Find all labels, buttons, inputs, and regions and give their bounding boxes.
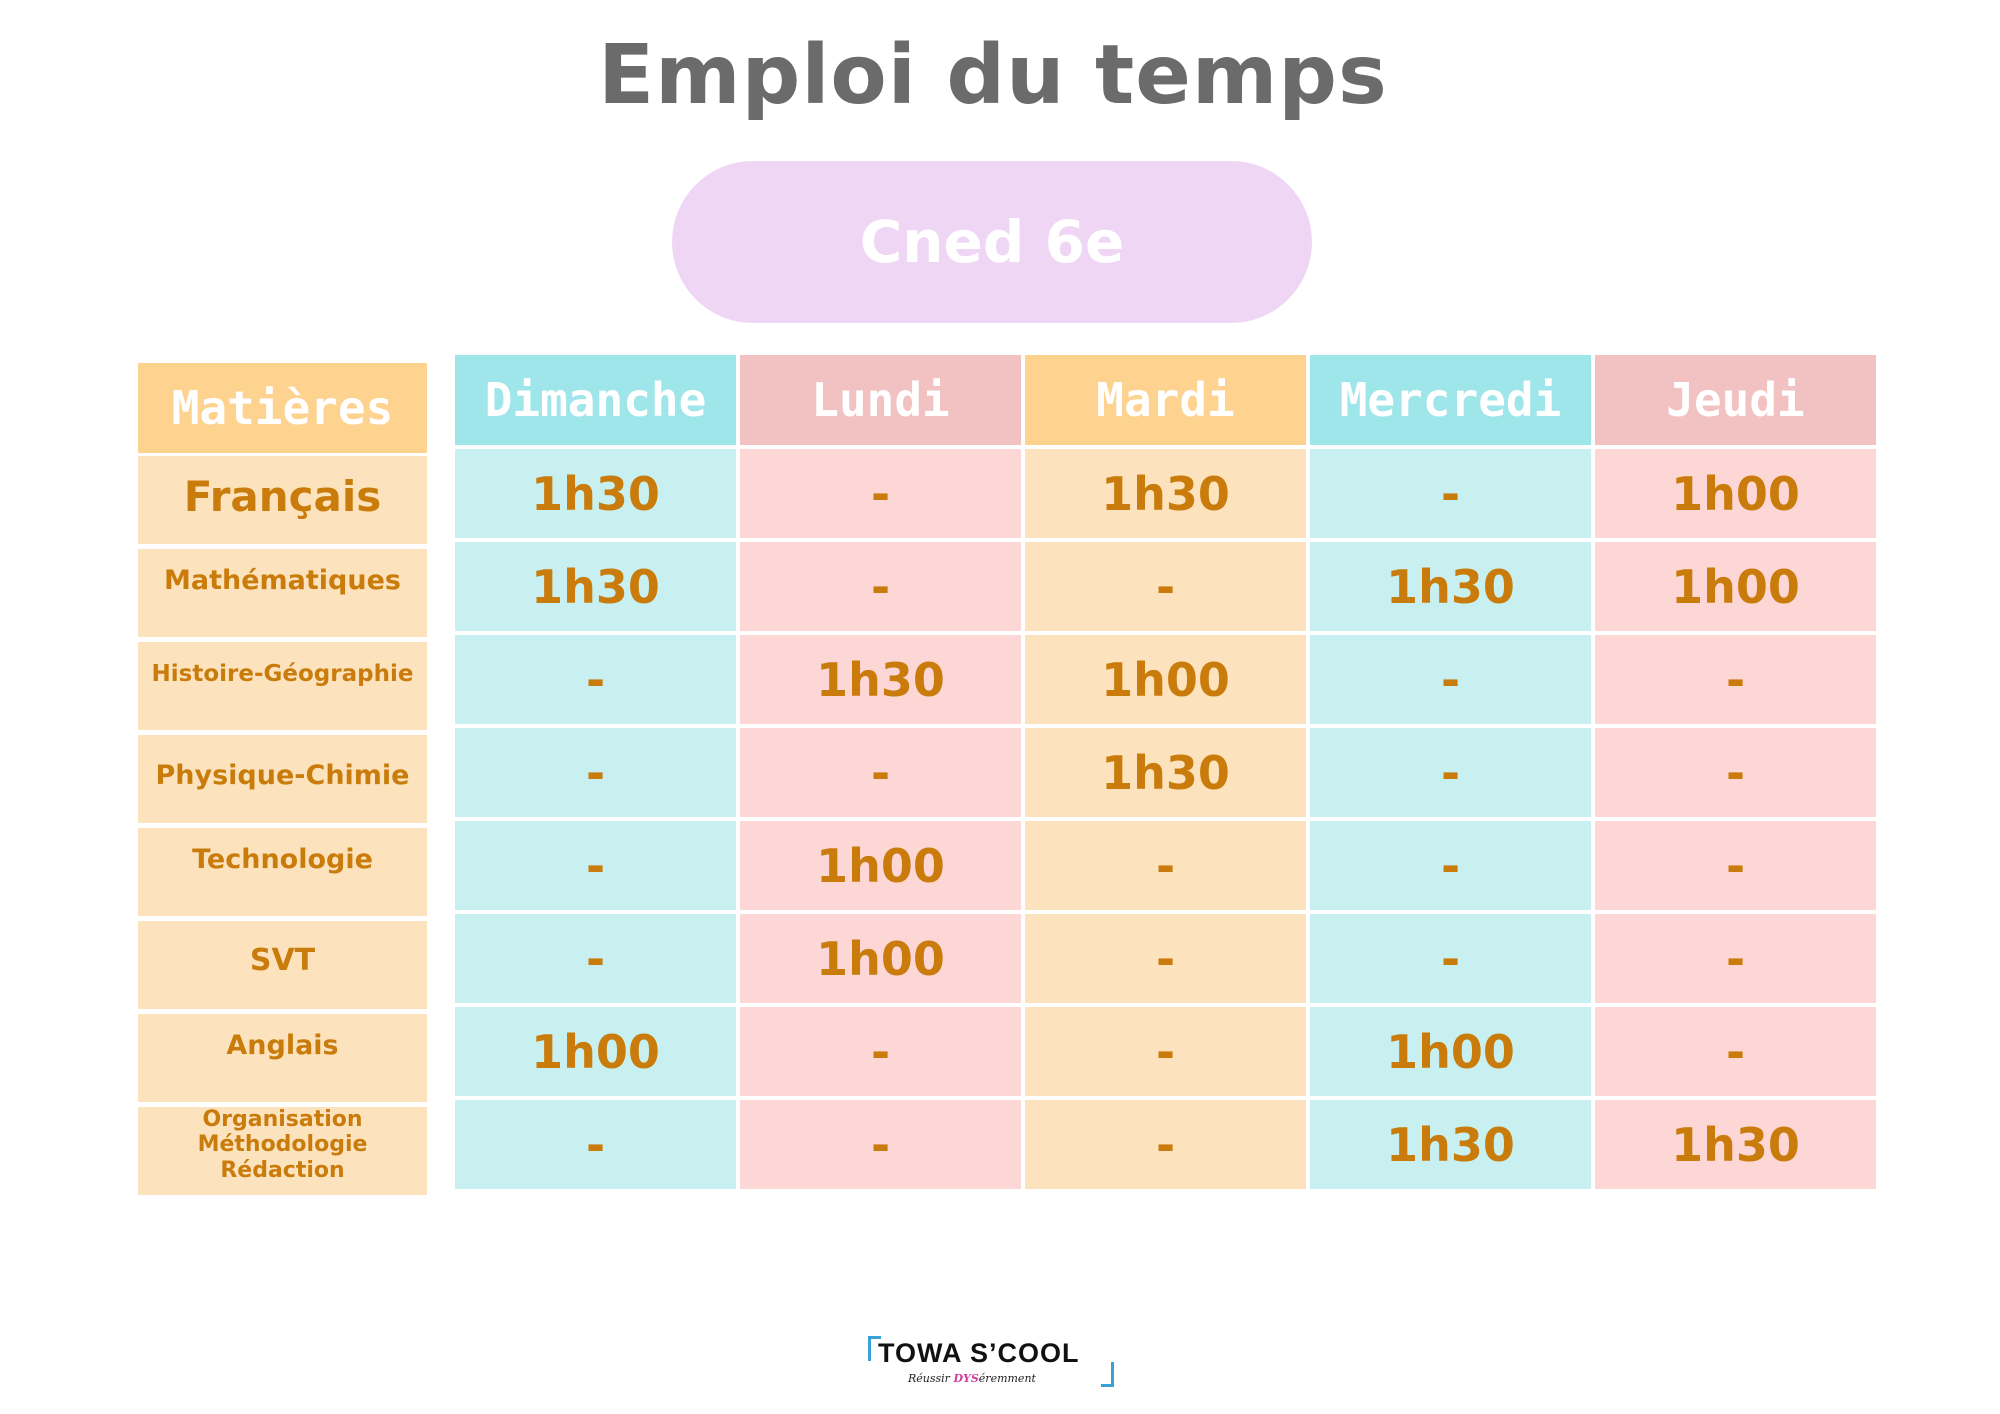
subjects-header: Matières [138, 363, 427, 453]
schedule-cell: 1h30 [1025, 449, 1306, 538]
schedule-cell: 1h30 [1025, 728, 1306, 817]
schedule-cell: - [1595, 635, 1876, 724]
schedule-cell: - [740, 542, 1021, 631]
schedule-cell: 1h30 [1310, 542, 1591, 631]
schedule-cell: 1h00 [1310, 1007, 1591, 1096]
subject-cell: Anglais [138, 1014, 427, 1102]
page-title: Emploi du temps [598, 28, 1388, 123]
subject-cell: Technologie [138, 828, 427, 916]
schedule-cell: - [740, 449, 1021, 538]
schedule-cell: - [1025, 914, 1306, 1003]
schedule-grid: Dimanche Lundi Mardi Mercredi Jeudi 1h30-1h30… [455, 355, 1876, 1189]
schedule-cell: - [455, 635, 736, 724]
schedule-cell: - [1310, 728, 1591, 817]
day-header-mardi: Mardi [1025, 355, 1306, 445]
day-header-mercredi: Mercredi [1310, 355, 1591, 445]
logo-name: TOWA S’COOL [878, 1338, 1080, 1368]
schedule-cell: 1h00 [740, 821, 1021, 910]
schedule-cell: 1h30 [455, 449, 736, 538]
day-header-lundi: Lundi [740, 355, 1021, 445]
schedule-cell: 1h30 [455, 542, 736, 631]
logo-tagline: Réussir DYSéremment [908, 1372, 1036, 1385]
schedule-cell: 1h30 [1595, 1100, 1876, 1189]
class-badge-label: Cned 6e [859, 208, 1125, 276]
subject-cell: SVT [138, 921, 427, 1009]
schedule-cell: 1h00 [1025, 635, 1306, 724]
schedule-cell: - [1025, 1007, 1306, 1096]
schedule-cell: - [455, 728, 736, 817]
schedule-cell: - [455, 821, 736, 910]
day-header-jeudi: Jeudi [1595, 355, 1876, 445]
subject-cell: Physique-Chimie [138, 735, 427, 823]
subject-cell: Français [138, 456, 427, 544]
schedule-cell: - [1310, 821, 1591, 910]
schedule-cell: - [1595, 821, 1876, 910]
schedule-cell: - [1025, 1100, 1306, 1189]
schedule-cell: - [1025, 542, 1306, 631]
schedule-cell: - [1310, 635, 1591, 724]
schedule-cell: - [740, 1100, 1021, 1189]
schedule-cell: - [455, 914, 736, 1003]
schedule-cell: - [1310, 449, 1591, 538]
schedule-cell: - [1595, 728, 1876, 817]
subject-cell: Histoire-Géographie [138, 642, 427, 730]
schedule-cell: - [1595, 1007, 1876, 1096]
schedule-cell: - [455, 1100, 736, 1189]
schedule-cell: 1h30 [1310, 1100, 1591, 1189]
schedule-cell: - [1310, 914, 1591, 1003]
logo-bracket-right [1101, 1362, 1114, 1387]
schedule-cell: 1h00 [455, 1007, 736, 1096]
schedule-cell: - [1025, 821, 1306, 910]
schedule-cell: - [1595, 914, 1876, 1003]
schedule-cell: 1h30 [740, 635, 1021, 724]
subjects-column: Matières Français Mathématiques Histoire-G… [138, 363, 427, 1200]
schedule-cell: 1h00 [1595, 449, 1876, 538]
schedule-cell: 1h00 [1595, 542, 1876, 631]
subject-cell: Mathématiques [138, 549, 427, 637]
logo-bracket-left [868, 1336, 881, 1361]
subject-cell: Organisation Méthodologie Rédaction [138, 1107, 427, 1195]
schedule-cell: - [740, 728, 1021, 817]
day-header-dimanche: Dimanche [455, 355, 736, 445]
schedule-cell: - [740, 1007, 1021, 1096]
towa-scool-logo: TOWA S’COOL Réussir DYSéremment [868, 1332, 1114, 1392]
class-badge: Cned 6e [672, 161, 1312, 323]
schedule-cell: 1h00 [740, 914, 1021, 1003]
